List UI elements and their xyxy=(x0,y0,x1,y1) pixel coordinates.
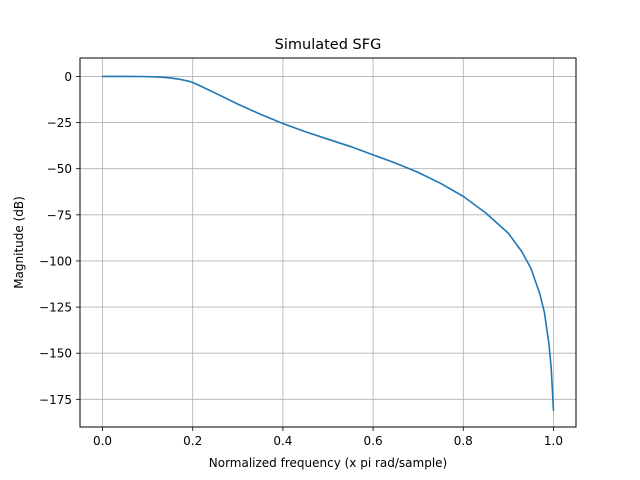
magnitude-response-line xyxy=(101,75,555,412)
x-tick-label: 0.0 xyxy=(93,434,112,448)
y-tick-label: −150 xyxy=(39,347,72,361)
y-tick-label: −50 xyxy=(47,162,72,176)
x-tick-label: 0.8 xyxy=(454,434,473,448)
y-tick-label: −175 xyxy=(39,393,72,407)
x-axis-label: Normalized frequency (x pi rad/sample) xyxy=(209,456,448,470)
y-tick-label: 0 xyxy=(64,70,72,84)
x-axis-ticks: 0.0 0.2 0.4 0.6 0.8 1.0 xyxy=(93,427,563,448)
y-tick-label: −100 xyxy=(39,254,72,268)
y-tick-label: −25 xyxy=(47,116,72,130)
plot-frame xyxy=(79,57,577,428)
chart-title: Simulated SFG xyxy=(275,37,382,53)
x-tick-label: 0.6 xyxy=(364,434,383,448)
grid xyxy=(80,58,576,427)
y-axis-ticks: 0 −25 −50 −75 −100 −125 −150 −175 xyxy=(39,70,80,407)
y-tick-label: −75 xyxy=(47,208,72,222)
x-tick-label: 0.4 xyxy=(273,434,292,448)
x-tick-label: 1.0 xyxy=(544,434,563,448)
y-axis-label: Magnitude (dB) xyxy=(12,196,26,289)
y-tick-label: −125 xyxy=(39,301,72,315)
plot-area xyxy=(80,58,576,427)
series-layer xyxy=(101,75,555,412)
x-tick-label: 0.2 xyxy=(183,434,202,448)
